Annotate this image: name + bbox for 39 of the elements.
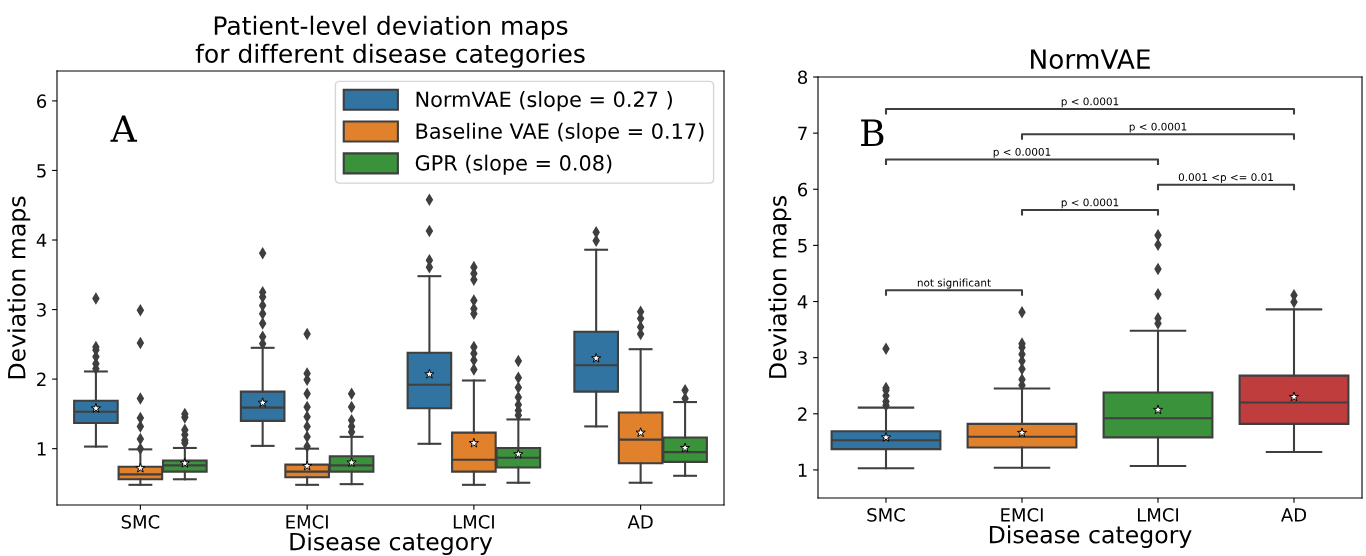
x-tick-label: AD: [627, 515, 653, 529]
y-tick-label: 6: [798, 182, 808, 197]
y-tick-label: 7: [798, 126, 807, 140]
legend-label: NormVAE (slope = 0.27 ): [416, 91, 672, 112]
chart-title: NormVAE: [1031, 49, 1150, 70]
annotation: B: [861, 119, 884, 146]
y-tick-label: 2: [37, 372, 46, 386]
x-tick-label: EMCI: [286, 515, 328, 529]
annotation: A: [110, 115, 138, 142]
y-axis-title: Deviation maps: [768, 196, 792, 378]
x-tick-label: EMCI: [1001, 508, 1043, 522]
y-tick-label: 5: [37, 164, 46, 178]
y-tick-label: 5: [798, 239, 807, 253]
legend-label: GPR (slope = 0.08): [415, 154, 612, 175]
y-tick-label: 2: [798, 407, 807, 421]
annotation: p < 0.0001: [993, 147, 1051, 158]
x-tick-label: LMCI: [453, 515, 494, 529]
y-tick-label: 4: [797, 295, 808, 309]
annotation: p < 0.0001: [1129, 122, 1187, 133]
x-tick-label: AD: [1281, 508, 1307, 522]
y-tick-label: 6: [37, 94, 47, 109]
y-axis-title: Deviation maps: [7, 196, 31, 379]
y-tick-label: 8: [798, 70, 808, 85]
y-tick-label: 3: [798, 351, 807, 365]
y-tick-label: 4: [36, 233, 47, 247]
annotation: p < 0.0001: [1061, 97, 1119, 108]
annotation: 0.001 <p <= 0.01: [1178, 173, 1273, 184]
annotation: not significant: [917, 278, 991, 289]
y-tick-label: 1: [798, 463, 807, 477]
legend-label: Baseline VAE (slope = 0.17): [416, 122, 704, 143]
x-axis-title: Disease category: [290, 532, 493, 556]
x-tick-label: LMCI: [1137, 508, 1179, 522]
x-tick-label: SMC: [121, 515, 160, 529]
y-tick-label: 1: [37, 442, 46, 456]
chart-title: Patient-level deviation maps for different disease categories: [195, 15, 585, 68]
y-tick-label: 3: [37, 303, 46, 317]
x-tick-label: SMC: [867, 508, 905, 522]
x-axis-title: Disease category: [989, 525, 1192, 549]
annotation: p < 0.0001: [1061, 198, 1119, 209]
